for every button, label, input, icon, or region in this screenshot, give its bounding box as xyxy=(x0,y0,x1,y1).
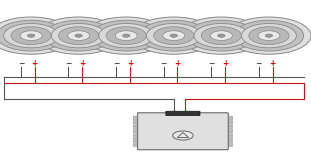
FancyBboxPatch shape xyxy=(133,116,139,120)
Circle shape xyxy=(258,31,280,40)
Text: −: − xyxy=(65,59,72,69)
Circle shape xyxy=(68,31,90,40)
FancyBboxPatch shape xyxy=(226,134,233,137)
Circle shape xyxy=(249,27,289,45)
Circle shape xyxy=(187,20,256,51)
FancyBboxPatch shape xyxy=(226,116,233,120)
FancyBboxPatch shape xyxy=(133,121,139,124)
FancyBboxPatch shape xyxy=(133,143,139,146)
FancyBboxPatch shape xyxy=(226,121,233,124)
Circle shape xyxy=(194,23,249,48)
Text: +: + xyxy=(79,59,86,69)
Circle shape xyxy=(227,17,311,54)
Circle shape xyxy=(51,23,106,48)
Text: −: − xyxy=(113,59,119,69)
Circle shape xyxy=(106,27,146,45)
Circle shape xyxy=(123,34,130,37)
FancyBboxPatch shape xyxy=(133,125,139,128)
Circle shape xyxy=(139,20,209,51)
Text: +: + xyxy=(174,59,181,69)
FancyBboxPatch shape xyxy=(166,111,200,116)
Circle shape xyxy=(91,20,161,51)
Text: +: + xyxy=(127,59,133,69)
Circle shape xyxy=(75,34,82,37)
Circle shape xyxy=(44,20,114,51)
Circle shape xyxy=(27,34,35,37)
Circle shape xyxy=(99,23,154,48)
Circle shape xyxy=(84,17,168,54)
Text: +: + xyxy=(32,59,38,69)
Circle shape xyxy=(20,31,42,40)
Circle shape xyxy=(4,23,58,48)
Circle shape xyxy=(265,34,272,37)
Circle shape xyxy=(241,23,296,48)
FancyBboxPatch shape xyxy=(226,143,233,146)
Circle shape xyxy=(218,34,225,37)
Circle shape xyxy=(58,27,99,45)
Circle shape xyxy=(146,23,201,48)
Text: −: − xyxy=(160,59,167,69)
Circle shape xyxy=(173,131,193,140)
Text: −: − xyxy=(256,59,262,69)
Circle shape xyxy=(11,27,51,45)
Circle shape xyxy=(154,27,194,45)
Circle shape xyxy=(0,20,66,51)
Circle shape xyxy=(37,17,121,54)
Circle shape xyxy=(234,20,304,51)
FancyBboxPatch shape xyxy=(226,129,233,133)
Text: +: + xyxy=(269,59,276,69)
FancyBboxPatch shape xyxy=(133,129,139,133)
FancyBboxPatch shape xyxy=(133,138,139,142)
Circle shape xyxy=(163,31,185,40)
FancyBboxPatch shape xyxy=(226,125,233,128)
FancyBboxPatch shape xyxy=(133,134,139,137)
Circle shape xyxy=(0,17,73,54)
Circle shape xyxy=(179,17,263,54)
Circle shape xyxy=(201,27,241,45)
Text: +: + xyxy=(222,59,228,69)
Text: −: − xyxy=(208,59,214,69)
Text: −: − xyxy=(18,59,24,69)
Circle shape xyxy=(132,17,216,54)
Circle shape xyxy=(115,31,137,40)
Circle shape xyxy=(170,34,178,37)
FancyBboxPatch shape xyxy=(137,113,228,150)
FancyBboxPatch shape xyxy=(226,138,233,142)
Circle shape xyxy=(210,31,232,40)
